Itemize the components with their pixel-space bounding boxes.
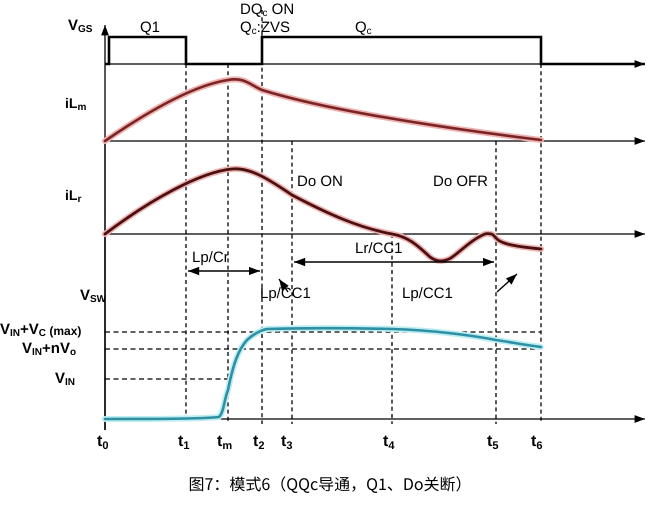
svg-text:DQc ON: DQc ON: [240, 1, 294, 19]
svg-text:t5: t5: [487, 433, 498, 452]
svg-text:VSW: VSW: [80, 287, 107, 305]
svg-text:VIN: VIN: [55, 370, 75, 388]
svg-text:VIN+VC (max): VIN+VC (max): [0, 321, 81, 339]
svg-text:Do OFR: Do OFR: [433, 173, 488, 190]
svg-text:iLr: iLr: [65, 187, 81, 205]
svg-text:VGS: VGS: [68, 17, 93, 35]
svg-text:Q1: Q1: [140, 19, 160, 36]
svg-text:t6: t6: [531, 433, 542, 452]
svg-text:t4: t4: [383, 433, 395, 452]
svg-text:iLm: iLm: [65, 95, 86, 113]
svg-text:Lp/CC1: Lp/CC1: [402, 285, 453, 302]
svg-text:图7：模式6（QQc导通，Q1、Do关断）: 图7：模式6（QQc导通，Q1、Do关断）: [188, 471, 471, 495]
svg-text:t2: t2: [253, 433, 264, 452]
svg-text:t0: t0: [97, 433, 108, 452]
svg-text:Qc: Qc: [355, 19, 372, 37]
svg-text:Lr/CC1: Lr/CC1: [355, 240, 403, 257]
svg-text:Do ON: Do ON: [297, 173, 343, 190]
svg-text:tm: tm: [217, 433, 232, 452]
svg-text:Lp/Cr: Lp/Cr: [192, 249, 229, 266]
svg-text:t3: t3: [281, 433, 292, 452]
svg-text:VIN+nVo: VIN+nVo: [22, 340, 76, 358]
svg-text:Qc:ZVS: Qc:ZVS: [240, 19, 290, 37]
svg-text:Lp/CC1: Lp/CC1: [260, 285, 311, 302]
svg-text:t1: t1: [178, 433, 189, 452]
